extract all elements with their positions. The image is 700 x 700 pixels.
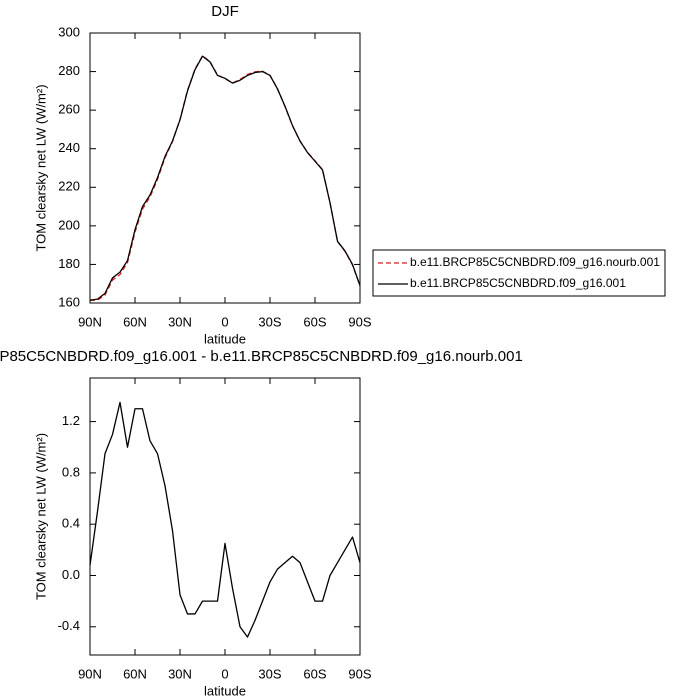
x-tick-label: 90S [348, 314, 371, 329]
x-tick-label: 0 [221, 314, 228, 329]
data-line [89, 55, 361, 301]
y-tick-label: 0.8 [62, 464, 80, 479]
y-tick-label: 240 [58, 140, 80, 155]
y-tick-label: 280 [58, 63, 80, 78]
x-tick-label: 90N [78, 666, 102, 681]
legend-label: b.e11.BRCP85C5CNBDRD.f09_g16.nourb.001 [410, 255, 660, 269]
x-tick-label: 30N [168, 314, 192, 329]
chart-title: b.e11.BRCP85C5CNBDRD.f09_g16.001 - b.e11… [0, 348, 523, 365]
y-tick-label: 180 [58, 256, 80, 271]
y-tick-label: 160 [58, 294, 80, 309]
x-tick-label: 60S [303, 666, 326, 681]
y-tick-label: 300 [58, 24, 80, 39]
data-line [89, 55, 361, 301]
y-tick-label: -0.4 [58, 618, 80, 633]
x-tick-label: 60S [303, 314, 326, 329]
y-tick-label: 260 [58, 102, 80, 117]
y-tick-label: 0.4 [62, 516, 80, 531]
chart-title: DJF [211, 3, 239, 20]
y-axis-label: TOM clearsky net LW (W/m²) [33, 433, 48, 600]
x-tick-label: 90N [78, 314, 102, 329]
x-tick-label: 30N [168, 666, 192, 681]
y-axis-label: TOM clearsky net LW (W/m²) [33, 84, 48, 251]
y-tick-label: 1.2 [62, 413, 80, 428]
legend-label: b.e11.BRCP85C5CNBDRD.f09_g16.001 [410, 276, 626, 290]
plot-frame [89, 32, 361, 304]
x-tick-label: 30S [258, 666, 281, 681]
x-tick-label: 0 [221, 666, 228, 681]
x-axis-label: latitude [204, 683, 246, 698]
y-tick-label: 200 [58, 217, 80, 232]
x-tick-label: 60N [123, 314, 147, 329]
x-axis-label: latitude [204, 331, 246, 346]
x-tick-label: 90S [348, 666, 371, 681]
x-tick-label: 30S [258, 314, 281, 329]
y-tick-label: 0.0 [62, 567, 80, 582]
data-line [89, 401, 361, 638]
y-tick-label: 220 [58, 179, 80, 194]
plot-frame [89, 377, 361, 656]
legend-box [372, 249, 666, 297]
x-tick-label: 60N [123, 666, 147, 681]
